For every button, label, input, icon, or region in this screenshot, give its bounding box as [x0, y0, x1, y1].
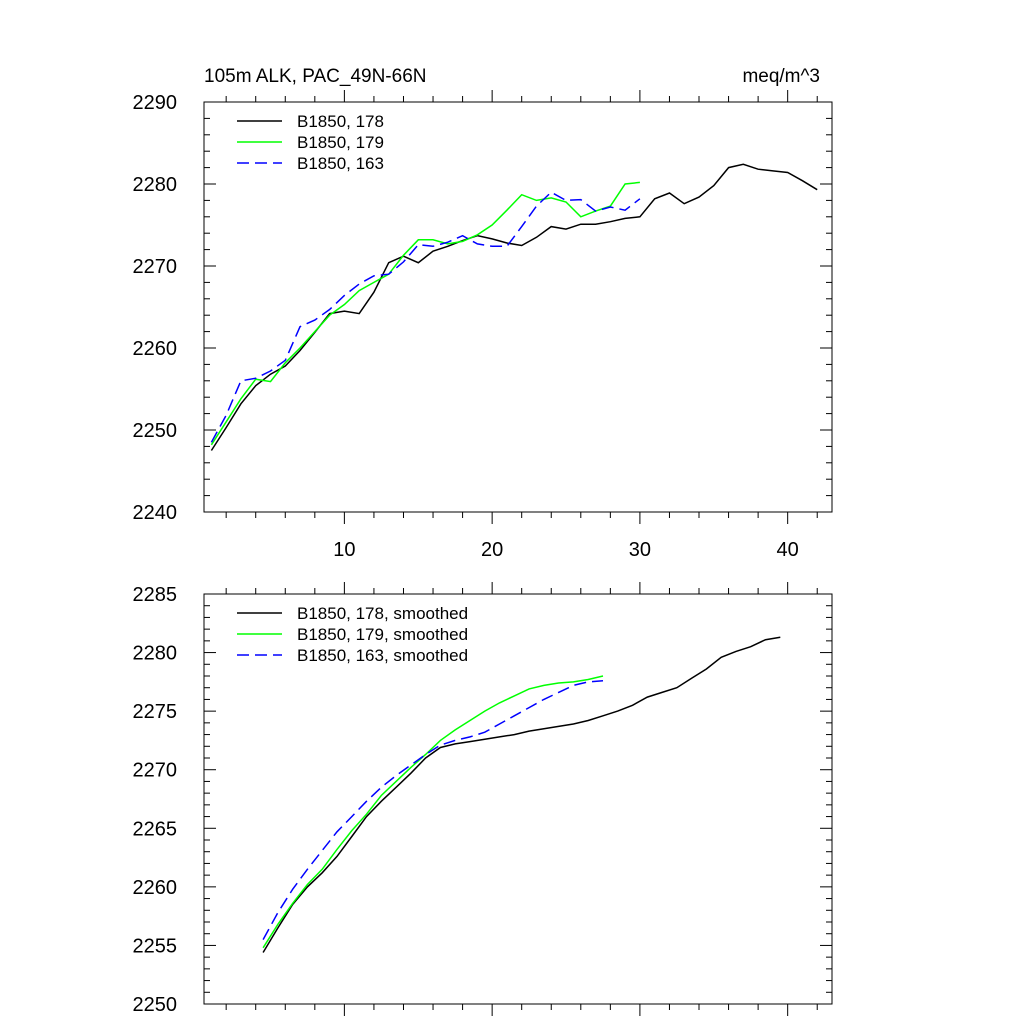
plot-frame: [203, 101, 833, 513]
y-tick-label: 2275: [133, 701, 178, 723]
plot-frame: [203, 593, 833, 1005]
y-tick-label: 2290: [133, 92, 178, 114]
legend-label: B1850, 163, smoothed: [297, 646, 468, 665]
bottom-panel: 2250 2255 2260 2265 2270 2275 2280 2285 B1850, 1…: [133, 582, 833, 1016]
y-tick-label: 2255: [133, 935, 178, 957]
x-tick-label: 20: [481, 539, 503, 561]
legend-label: B1850, 179: [297, 133, 384, 152]
legend-label: B1850, 179, smoothed: [297, 625, 468, 644]
y-tick-label: 2285: [133, 584, 178, 606]
y-tick-label: 2240: [133, 502, 178, 524]
legend-label: B1850, 178, smoothed: [297, 604, 468, 623]
legend-label: B1850, 178: [297, 112, 384, 131]
y-tick-label: 2260: [133, 877, 178, 899]
y-tick-label: 2265: [133, 818, 178, 840]
chart-title: 105m ALK, PAC_49N-66N: [204, 66, 427, 87]
y-tick-label: 2280: [133, 174, 178, 196]
y-tick-label: 2260: [133, 338, 178, 360]
series-line-2: [262, 679, 604, 940]
series-line-0: [210, 163, 818, 451]
y-tick-label: 2250: [133, 420, 178, 442]
units-label: meq/m^3: [742, 66, 820, 87]
x-tick-label: 10: [333, 539, 355, 561]
series-line-1: [262, 675, 604, 949]
y-tick-label: 2270: [133, 760, 178, 782]
series-line-0: [262, 636, 781, 953]
legend-label: B1850, 163: [297, 154, 384, 173]
series-line-1: [210, 181, 640, 446]
top-panel: 105m ALK, PAC_49N-66N meq/m^3 2240 2250 2260…: [133, 66, 833, 561]
y-tick-label: 2280: [133, 643, 178, 665]
y-tick-label: 2250: [133, 994, 178, 1016]
y-tick-label: 2270: [133, 256, 178, 278]
series-line-2: [210, 191, 641, 443]
x-tick-label: 40: [777, 539, 799, 561]
x-tick-label: 30: [629, 539, 651, 561]
